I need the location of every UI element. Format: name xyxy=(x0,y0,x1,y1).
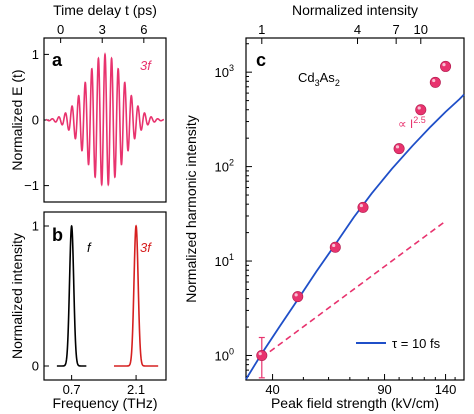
panel-a-letter: a xyxy=(52,50,63,70)
panel-b: 0.7 2.1 01 Frequency (THz) Normalized int… xyxy=(9,211,167,411)
panel-c-power-law-prefix: ∝ I xyxy=(398,117,413,131)
panel-c-data-point xyxy=(415,104,427,116)
panel-b-label-f: f xyxy=(87,240,92,255)
panel-a-waveform xyxy=(45,52,165,187)
panel-c-data-point-highlight xyxy=(359,203,364,208)
panel-c-sample-main: Cd xyxy=(298,70,315,85)
panel-a-y-ticks: −1 0 1 xyxy=(24,47,49,193)
panel-b-x-tick-label: 0.7 xyxy=(63,382,81,397)
panel-c-y-tick-exponent: 2 xyxy=(229,158,234,168)
panel-c-x-top-tick-label: 7 xyxy=(393,22,400,37)
panel-c-data-point-highlight xyxy=(332,243,336,248)
panel-c-data-point xyxy=(292,291,304,303)
panel-b-peak-f xyxy=(56,224,87,367)
panel-c-sample-mid: As xyxy=(320,70,336,85)
panel-c-data-point xyxy=(440,60,452,72)
panel-c-y-tick-base: 10 xyxy=(215,160,229,175)
panel-c-legend: τ = 10 fs xyxy=(356,336,441,351)
panel-a-x-tick-label: 3 xyxy=(99,22,106,37)
panel-c-y-tick-base: 10 xyxy=(215,254,229,269)
panel-a-top-axis-label: Time delay t (ps) xyxy=(53,2,157,18)
panel-b-y-axis-label: Normalized intensity xyxy=(9,233,25,359)
panel-a-x-tick-label: 0 xyxy=(57,22,64,37)
panel-c-data-point xyxy=(329,241,341,253)
panel-c-x-tick-label: 140 xyxy=(435,382,457,397)
panel-c-sample-sub1: 3 xyxy=(315,78,320,88)
panel-c-data-point-highlight xyxy=(432,78,436,83)
panel-c-legend-label: τ = 10 fs xyxy=(392,336,441,351)
panel-b-x-tick-label: 2.1 xyxy=(127,382,145,397)
panel-c-x-tick-label: 40 xyxy=(265,382,279,397)
panel-c-y-tick-exponent: 0 xyxy=(229,346,234,356)
panel-b-frame xyxy=(43,211,167,381)
panel-c-data-point-highlight xyxy=(442,63,446,67)
panel-b-peak-3f xyxy=(113,224,159,367)
panel-c-y-tick-label: 103 xyxy=(215,63,234,80)
panel-b-y-ticks: 01 xyxy=(32,219,49,374)
panel-c-power-law-line xyxy=(261,220,447,359)
panel-c-y-tick-exponent: 3 xyxy=(229,63,234,73)
panel-c-data-point-highlight xyxy=(417,106,421,110)
panel-c-y-tick-label: 101 xyxy=(215,252,234,269)
panel-c-data-point-highlight xyxy=(258,352,262,356)
panel-b-y-tick-label: 0 xyxy=(32,359,39,374)
panel-a-x-tick-label: 6 xyxy=(140,22,147,37)
panel-b-label-3f: 3f xyxy=(140,240,152,255)
panel-b-y-tick-label: 1 xyxy=(32,219,39,234)
panel-b-letter: b xyxy=(52,225,63,245)
panel-a-y-tick-label: −1 xyxy=(24,178,39,193)
panel-c-y-tick-label: 100 xyxy=(215,346,234,363)
panel-a-y-axis-label: Normalized E (t) xyxy=(9,69,25,170)
panel-c-y-tick-label: 102 xyxy=(215,158,234,175)
panel-c-top-axis-label: Normalized intensity xyxy=(292,2,418,18)
panel-c-data-point xyxy=(357,201,369,213)
panel-b-x-ticks: 0.7 2.1 xyxy=(63,375,145,397)
panel-c-y-tick-exponent: 1 xyxy=(229,252,234,262)
panel-a-y-tick-label: 0 xyxy=(32,113,39,128)
panel-c-sample-label: Cd3As2 xyxy=(298,70,340,88)
panel-a-x-ticks: 0 3 6 xyxy=(57,22,147,43)
panel-c-power-law-label: ∝ I2.5 xyxy=(398,115,426,131)
panel-a: Time delay t (ps) 0 3 6 −1 0 1 Normalized E … xyxy=(9,2,167,203)
panel-c: Normalized intensity Peak field strength… xyxy=(183,2,465,411)
panel-c-x-top-tick-label: 1 xyxy=(258,22,265,37)
panel-c-x-top-tick-label: 10 xyxy=(414,22,428,37)
panel-b-x-axis-label: Frequency (THz) xyxy=(52,395,157,411)
panel-c-letter: c xyxy=(256,50,266,70)
panel-c-x-top-ticks: 1 4 7 10 xyxy=(258,22,428,44)
panel-c-x-tick-label: 90 xyxy=(377,382,391,397)
panel-c-y-tick-base: 10 xyxy=(215,348,229,363)
panel-c-y-tick-base: 10 xyxy=(215,65,229,80)
panel-c-data-point-highlight xyxy=(395,145,400,149)
panel-a-annotation: 3f xyxy=(140,58,152,73)
panel-c-data-point-highlight xyxy=(294,293,298,297)
panel-c-y-axis-label: Normalized harmonic intensity xyxy=(183,115,199,303)
panel-c-data-point xyxy=(256,349,268,361)
panel-c-x-top-tick-label: 4 xyxy=(354,22,361,37)
panel-c-data-point xyxy=(393,143,405,155)
panel-c-points xyxy=(256,60,452,379)
panel-c-power-law-exponent: 2.5 xyxy=(413,115,426,125)
panel-c-x-axis-label: Peak field strength (kV/cm) xyxy=(271,395,439,411)
panel-c-x-ticks: 40 90 140 xyxy=(265,374,456,397)
panel-c-frame xyxy=(245,37,465,381)
panel-c-sample-sub2: 2 xyxy=(335,78,340,88)
panel-a-y-tick-label: 1 xyxy=(32,47,39,62)
panel-c-data-point xyxy=(429,76,441,88)
